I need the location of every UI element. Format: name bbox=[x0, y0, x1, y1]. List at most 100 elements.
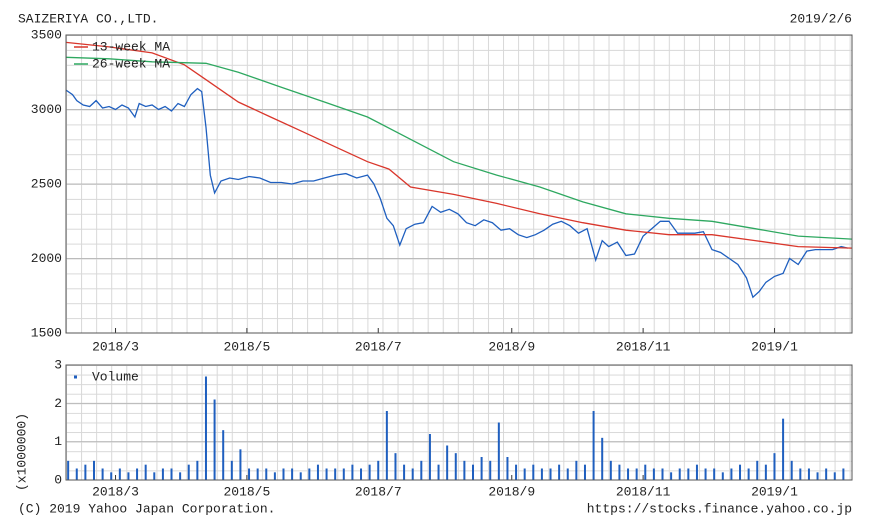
volume-bar bbox=[695, 464, 698, 480]
volume-bar bbox=[790, 460, 793, 480]
plot-bg bbox=[66, 365, 852, 480]
volume-bar bbox=[187, 464, 190, 480]
volume-bar bbox=[807, 468, 810, 480]
x-tick-label: 2018/11 bbox=[616, 484, 671, 499]
volume-bar bbox=[704, 468, 707, 480]
volume-bar bbox=[204, 376, 207, 480]
volume-bar bbox=[325, 468, 328, 480]
x-tick-label: 2018/9 bbox=[488, 339, 535, 354]
volume-bar bbox=[739, 464, 742, 480]
y-tick-label: 2500 bbox=[31, 176, 62, 191]
volume-bar bbox=[566, 468, 569, 480]
volume-bar bbox=[282, 468, 285, 480]
volume-bar bbox=[609, 460, 612, 480]
volume-bar bbox=[334, 468, 337, 480]
y-tick-label: 3000 bbox=[31, 102, 62, 117]
volume-bar bbox=[825, 468, 828, 480]
volume-bar bbox=[179, 472, 182, 480]
volume-bar bbox=[153, 472, 156, 480]
volume-bar bbox=[385, 411, 388, 480]
volume-bar bbox=[428, 434, 431, 480]
y-tick-label: 2000 bbox=[31, 251, 62, 266]
volume-bar bbox=[575, 460, 578, 480]
source-url: https://stocks.finance.yahoo.co.jp bbox=[587, 501, 852, 516]
plot-frame bbox=[65, 34, 853, 334]
volume-bar bbox=[730, 468, 733, 480]
volume-bar bbox=[144, 464, 147, 480]
x-tick-label: 2019/1 bbox=[751, 484, 798, 499]
volume-bar bbox=[170, 468, 173, 480]
price-line bbox=[65, 41, 853, 249]
volume-bar bbox=[420, 460, 423, 480]
y-tick-label: 0 bbox=[54, 472, 62, 487]
volume-bar bbox=[446, 445, 449, 480]
copyright: (C) 2019 Yahoo Japan Corporation. bbox=[18, 501, 275, 516]
volume-bar bbox=[523, 468, 526, 480]
volume-bar bbox=[161, 468, 164, 480]
y-axis-label: (x1000000) bbox=[14, 413, 29, 491]
x-tick-label: 2018/7 bbox=[355, 339, 402, 354]
volume-bar bbox=[549, 468, 552, 480]
volume-bar bbox=[230, 460, 233, 480]
volume-bar bbox=[480, 457, 483, 480]
volume-bar bbox=[411, 468, 414, 480]
volume-bar bbox=[540, 468, 543, 480]
volume-bar bbox=[342, 468, 345, 480]
x-tick-label: 2018/7 bbox=[355, 484, 402, 499]
date: 2019/2/6 bbox=[790, 11, 852, 26]
volume-bar bbox=[127, 472, 130, 480]
volume-bar bbox=[721, 472, 724, 480]
volume-bar bbox=[265, 468, 268, 480]
legend-label: 13-week MA bbox=[92, 39, 170, 54]
volume-bar bbox=[273, 472, 276, 480]
volume-bar bbox=[291, 468, 294, 480]
x-tick-label: 2018/5 bbox=[223, 484, 270, 499]
volume-bar bbox=[84, 464, 87, 480]
volume-bar bbox=[799, 468, 802, 480]
volume-bar bbox=[497, 422, 500, 480]
x-tick-label: 2019/1 bbox=[751, 339, 798, 354]
y-tick-label: 2 bbox=[54, 396, 62, 411]
volume-bar bbox=[316, 464, 319, 480]
volume-bar bbox=[463, 460, 466, 480]
volume-bar bbox=[92, 460, 95, 480]
volume-bar bbox=[583, 464, 586, 480]
volume-bar bbox=[196, 460, 199, 480]
volume-bar bbox=[773, 453, 776, 480]
volume-bar bbox=[403, 464, 406, 480]
volume-bar bbox=[368, 464, 371, 480]
volume-bar bbox=[360, 468, 363, 480]
plot-frame bbox=[65, 364, 853, 481]
volume-bar bbox=[764, 464, 767, 480]
volume-bar bbox=[592, 411, 595, 480]
volume-bar bbox=[756, 460, 759, 480]
x-tick-label: 2018/3 bbox=[92, 339, 139, 354]
volume-bar bbox=[299, 472, 302, 480]
volume-bar bbox=[678, 468, 681, 480]
volume-bar bbox=[110, 472, 113, 480]
volume-bar bbox=[454, 453, 457, 480]
volume-bar bbox=[222, 430, 225, 480]
volume-bar bbox=[842, 468, 845, 480]
volume-bar bbox=[506, 457, 509, 480]
volume-bar bbox=[816, 472, 819, 480]
y-tick-label: 1500 bbox=[31, 325, 62, 340]
volume-bar bbox=[713, 468, 716, 480]
company-title: SAIZERIYA CO.,LTD. bbox=[18, 11, 158, 26]
volume-bar bbox=[558, 464, 561, 480]
x-tick-label: 2018/3 bbox=[92, 484, 139, 499]
x-tick-label: 2018/5 bbox=[223, 339, 270, 354]
volume-bar bbox=[670, 472, 673, 480]
volume-bar bbox=[308, 468, 311, 480]
volume-bar bbox=[437, 464, 440, 480]
volume-bar bbox=[661, 468, 664, 480]
volume-bar bbox=[601, 437, 604, 480]
volume-bar bbox=[67, 460, 70, 480]
volume-bar bbox=[618, 464, 621, 480]
volume-bar bbox=[833, 472, 836, 480]
volume-bar bbox=[136, 468, 139, 480]
volume-bar bbox=[747, 468, 750, 480]
y-tick-label: 1 bbox=[54, 434, 62, 449]
legend-label: 26-week MA bbox=[92, 56, 170, 71]
